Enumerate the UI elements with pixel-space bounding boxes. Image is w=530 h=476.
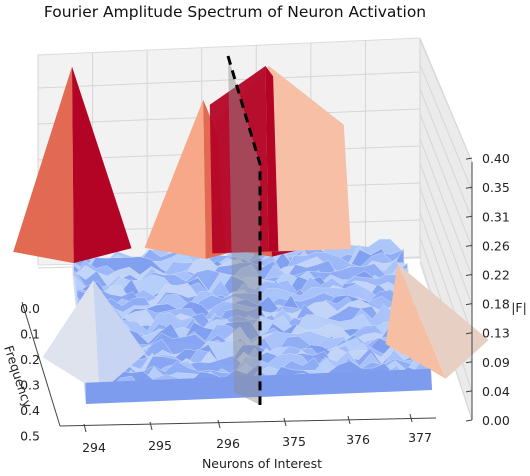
y-tick-label: 0.1 bbox=[20, 327, 40, 342]
z-tick-mark bbox=[465, 361, 473, 364]
x-tick-mark bbox=[149, 421, 153, 431]
x-tick-mark bbox=[347, 415, 351, 425]
surface-peak bbox=[13, 66, 74, 264]
z-tick-mark bbox=[465, 186, 473, 189]
surface-ridge bbox=[93, 280, 146, 393]
grid-line bbox=[419, 163, 473, 306]
grid-line bbox=[419, 187, 473, 335]
y-tick-label: 0.4 bbox=[20, 403, 40, 418]
chart-title: Fourier Amplitude Spectrum of Neuron Act… bbox=[43, 3, 427, 21]
x-tick-label: 296 bbox=[216, 436, 240, 451]
z-tick-label: 0.35 bbox=[482, 180, 510, 195]
z-tick-mark bbox=[465, 332, 473, 335]
x-tick-mark bbox=[283, 417, 287, 427]
z-tick-mark bbox=[465, 157, 473, 160]
surface bbox=[13, 55, 489, 405]
x-ticks: 294 295 296 375 376 377 bbox=[82, 413, 432, 455]
grid-line bbox=[419, 113, 473, 248]
divider-line bbox=[226, 55, 262, 405]
z-tick-mark bbox=[465, 303, 473, 306]
z-tick-mark bbox=[465, 274, 473, 276]
y-tick-label: 0.2 bbox=[20, 352, 40, 367]
divider-plane bbox=[228, 56, 260, 405]
y-tick-label: 0.0 bbox=[20, 301, 40, 316]
x-tick-mark bbox=[83, 423, 87, 433]
grid-line bbox=[419, 138, 473, 277]
z-tick-label: 0.00 bbox=[482, 413, 510, 428]
z-tick-label: 0.04 bbox=[482, 384, 510, 399]
surface-ridge bbox=[42, 280, 100, 393]
surface-peak bbox=[209, 66, 269, 254]
z-tick-label: 0.13 bbox=[482, 326, 510, 341]
x-axis-label: Neurons of Interest bbox=[202, 456, 322, 471]
grid-line bbox=[419, 88, 473, 220]
surface-ridge bbox=[385, 263, 446, 379]
surface-peak bbox=[144, 99, 206, 259]
surface-peak bbox=[72, 66, 132, 264]
grid-line bbox=[419, 64, 473, 191]
grid-line bbox=[419, 39, 473, 162]
y-tick-label: 0.5 bbox=[20, 429, 40, 444]
z-tick-mark bbox=[465, 244, 473, 247]
y-tick-label: 0.3 bbox=[20, 378, 40, 393]
axes bbox=[21, 162, 473, 427]
x-tick-label: 294 bbox=[82, 440, 106, 455]
z-ticks: 0.00 0.04 0.09 0.13 0.18 0.22 0.26 0.31 0.35 0.40 bbox=[465, 151, 510, 428]
surface-ridge bbox=[397, 263, 489, 379]
z-tick-label: 0.22 bbox=[482, 268, 510, 283]
z-tick-mark bbox=[465, 419, 473, 422]
z-tick-label: 0.31 bbox=[482, 209, 510, 224]
y-ticks: 0.0 0.1 0.2 0.3 0.4 0.5 bbox=[20, 301, 40, 444]
z-tick-mark bbox=[465, 215, 473, 218]
z-tick-label: 0.26 bbox=[482, 238, 510, 253]
z-tick-label: 0.09 bbox=[482, 355, 510, 370]
x-axis-line bbox=[59, 417, 437, 427]
y-axis-line bbox=[21, 301, 61, 427]
x-tick-mark bbox=[217, 419, 221, 429]
x-tick-label: 375 bbox=[282, 434, 306, 449]
x-tick-mark bbox=[409, 413, 413, 423]
z-tick-label: 0.40 bbox=[482, 151, 510, 166]
z-axis-label: |F| bbox=[511, 300, 527, 315]
surface-peak bbox=[265, 66, 279, 252]
z-tick-label: 0.18 bbox=[482, 297, 510, 312]
grid-line bbox=[37, 71, 421, 89]
x-tick-label: 376 bbox=[346, 432, 370, 447]
x-tick-label: 377 bbox=[408, 430, 432, 445]
x-tick-label: 295 bbox=[148, 438, 172, 453]
z-tick-mark bbox=[465, 390, 473, 393]
